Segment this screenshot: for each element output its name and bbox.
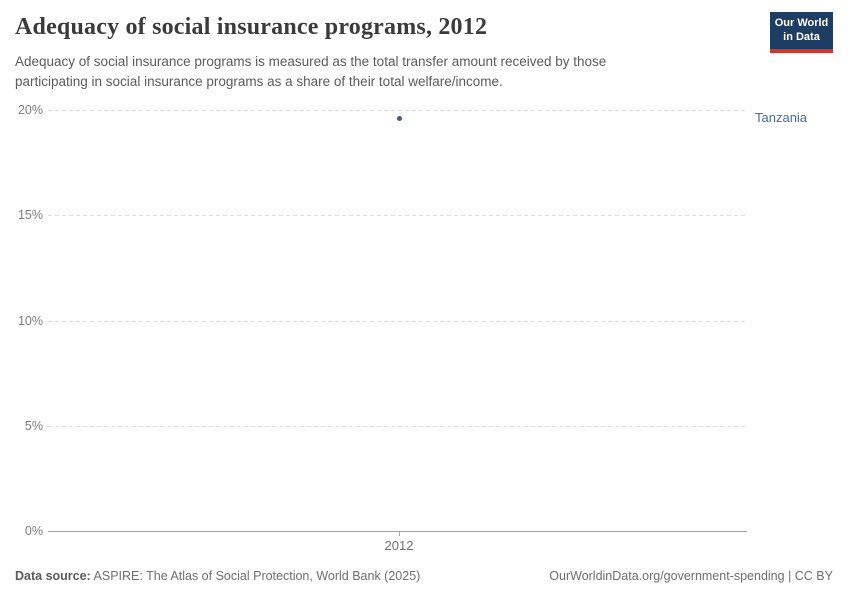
x-tick-label-2012: 2012 <box>384 538 414 553</box>
chart-subtitle: Adequacy of social insurance programs is… <box>15 54 607 89</box>
entity-label-tanzania[interactable]: Tanzania <box>755 110 808 126</box>
owid-logo-line1: Our World <box>774 16 829 29</box>
axis-line <box>48 531 747 532</box>
attribution-link[interactable]: OurWorldinData.org/government-spending |… <box>549 569 833 583</box>
owid-logo: Our World in Data <box>770 12 833 53</box>
data-source-note: Data source: ASPIRE: The Atlas of Social… <box>15 569 420 583</box>
y-tick-label-0: 0% <box>24 524 43 538</box>
page-title: Adequacy of social insurance programs, 2… <box>15 14 488 40</box>
y-tick-label-15: 15% <box>17 208 43 222</box>
footer: Data source: ASPIRE: The Atlas of Social… <box>15 569 833 583</box>
data-point-tanzania[interactable] <box>397 115 402 121</box>
gridline <box>48 426 747 427</box>
data-source-label: Data source: <box>15 569 91 583</box>
gridline <box>48 321 747 322</box>
data-source-text: ASPIRE: The Atlas of Social Protection, … <box>93 569 421 583</box>
gridline <box>48 215 747 216</box>
y-tick-label-10: 10% <box>17 314 43 328</box>
y-tick-label-5: 5% <box>24 419 43 433</box>
y-tick-label-20: 20% <box>17 103 43 117</box>
gridline <box>48 110 747 111</box>
x-tick-mark-2012 <box>399 532 400 536</box>
owid-logo-line2: in Data <box>783 30 820 43</box>
